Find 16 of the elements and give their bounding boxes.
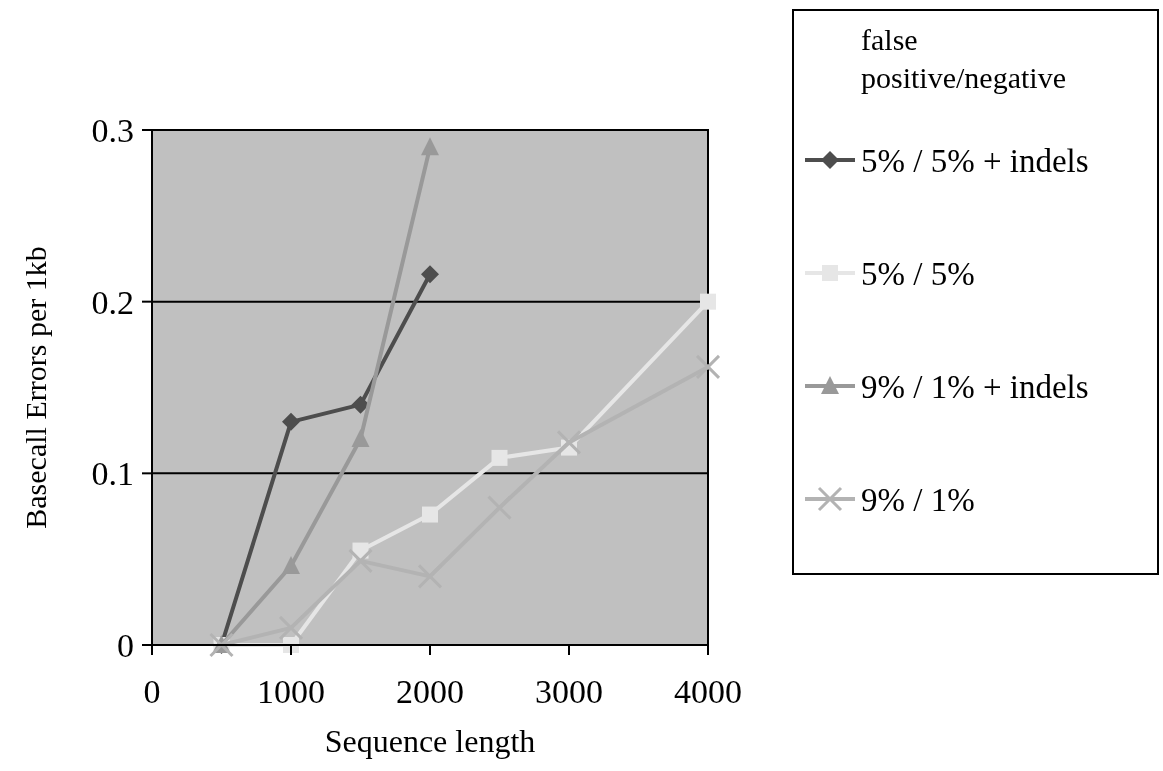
y-tick-label: 0.3 <box>91 111 134 149</box>
y-tick-label: 0.2 <box>91 283 134 321</box>
x-tick-label: 4000 <box>674 673 742 710</box>
x-tick-label: 0 <box>143 673 161 710</box>
y-tick-label: 0.1 <box>91 455 134 493</box>
x-axis-title: Sequence length <box>324 723 536 759</box>
legend-label: 5% / 5% + indels <box>861 142 1089 179</box>
legend-title: false positive/negative <box>861 23 1066 94</box>
legend-label: 9% / 1% + indels <box>861 368 1089 405</box>
x-tick-label: 3000 <box>535 673 603 710</box>
x-tick-label: 1000 <box>257 673 325 710</box>
y-axis-title: Basecall Errors per 1kb <box>19 246 52 529</box>
x-tick-label: 2000 <box>396 673 464 710</box>
legend-label: 5% / 5% <box>861 255 975 292</box>
y-tick-label: 0 <box>117 626 134 664</box>
legend-label: 9% / 1% <box>861 481 975 518</box>
